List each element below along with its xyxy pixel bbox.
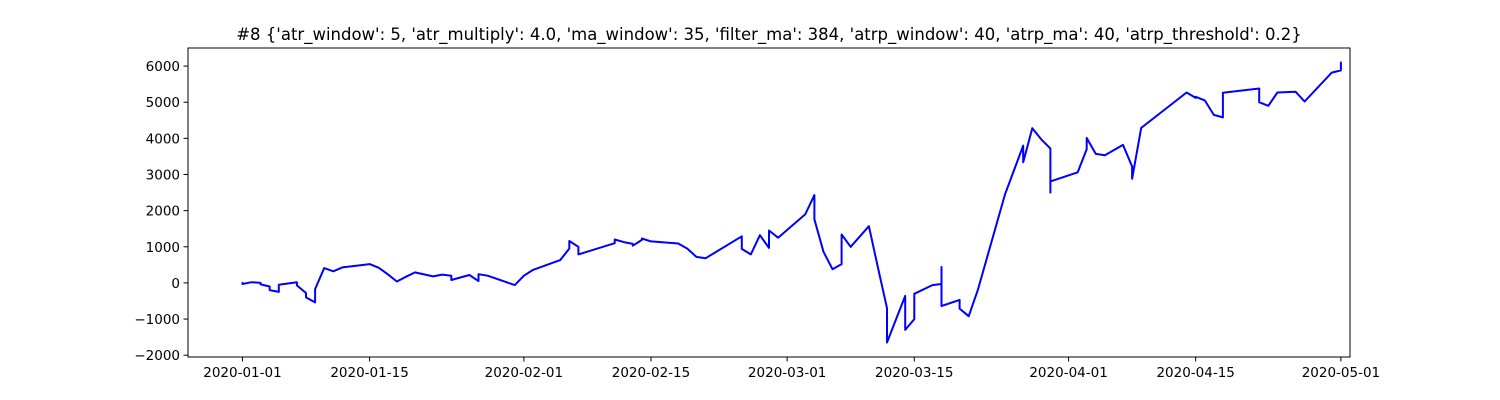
x-tick-label: 2020-02-15 (612, 365, 690, 381)
y-axis: −2000 −1000 0 1000 2000 3000 4000 5000 6000 (134, 59, 188, 364)
y-tick-label: −2000 (134, 348, 180, 364)
x-tick-label: 2020-05-01 (1302, 365, 1380, 381)
y-tick-label: 3000 (146, 167, 180, 183)
x-tick-label: 2020-04-15 (1156, 365, 1234, 381)
plot-area (241, 61, 1342, 344)
x-tick-label: 2020-04-01 (1029, 365, 1107, 381)
x-tick-label: 2020-03-01 (748, 365, 826, 381)
x-tick-label: 2020-01-01 (203, 365, 281, 381)
y-tick-label: 6000 (146, 59, 180, 75)
axes-frame (187, 47, 1351, 358)
x-axis: 2020-01-01 2020-01-15 2020-02-01 2020-02-15… (203, 357, 1380, 381)
y-tick-label: 1000 (146, 240, 180, 256)
y-tick-label: 0 (171, 276, 180, 292)
x-tick-label: 2020-01-15 (330, 365, 408, 381)
y-tick-label: 4000 (146, 131, 180, 147)
x-tick-label: 2020-03-15 (875, 365, 953, 381)
y-tick-label: 2000 (146, 204, 180, 220)
x-tick-label: 2020-02-01 (485, 365, 563, 381)
y-tick-label: −1000 (134, 312, 180, 328)
series-line (241, 61, 1342, 344)
chart-title: #8 {'atr_window': 5, 'atr_multiply': 4.0… (236, 25, 1302, 45)
y-tick-label: 5000 (146, 95, 180, 111)
